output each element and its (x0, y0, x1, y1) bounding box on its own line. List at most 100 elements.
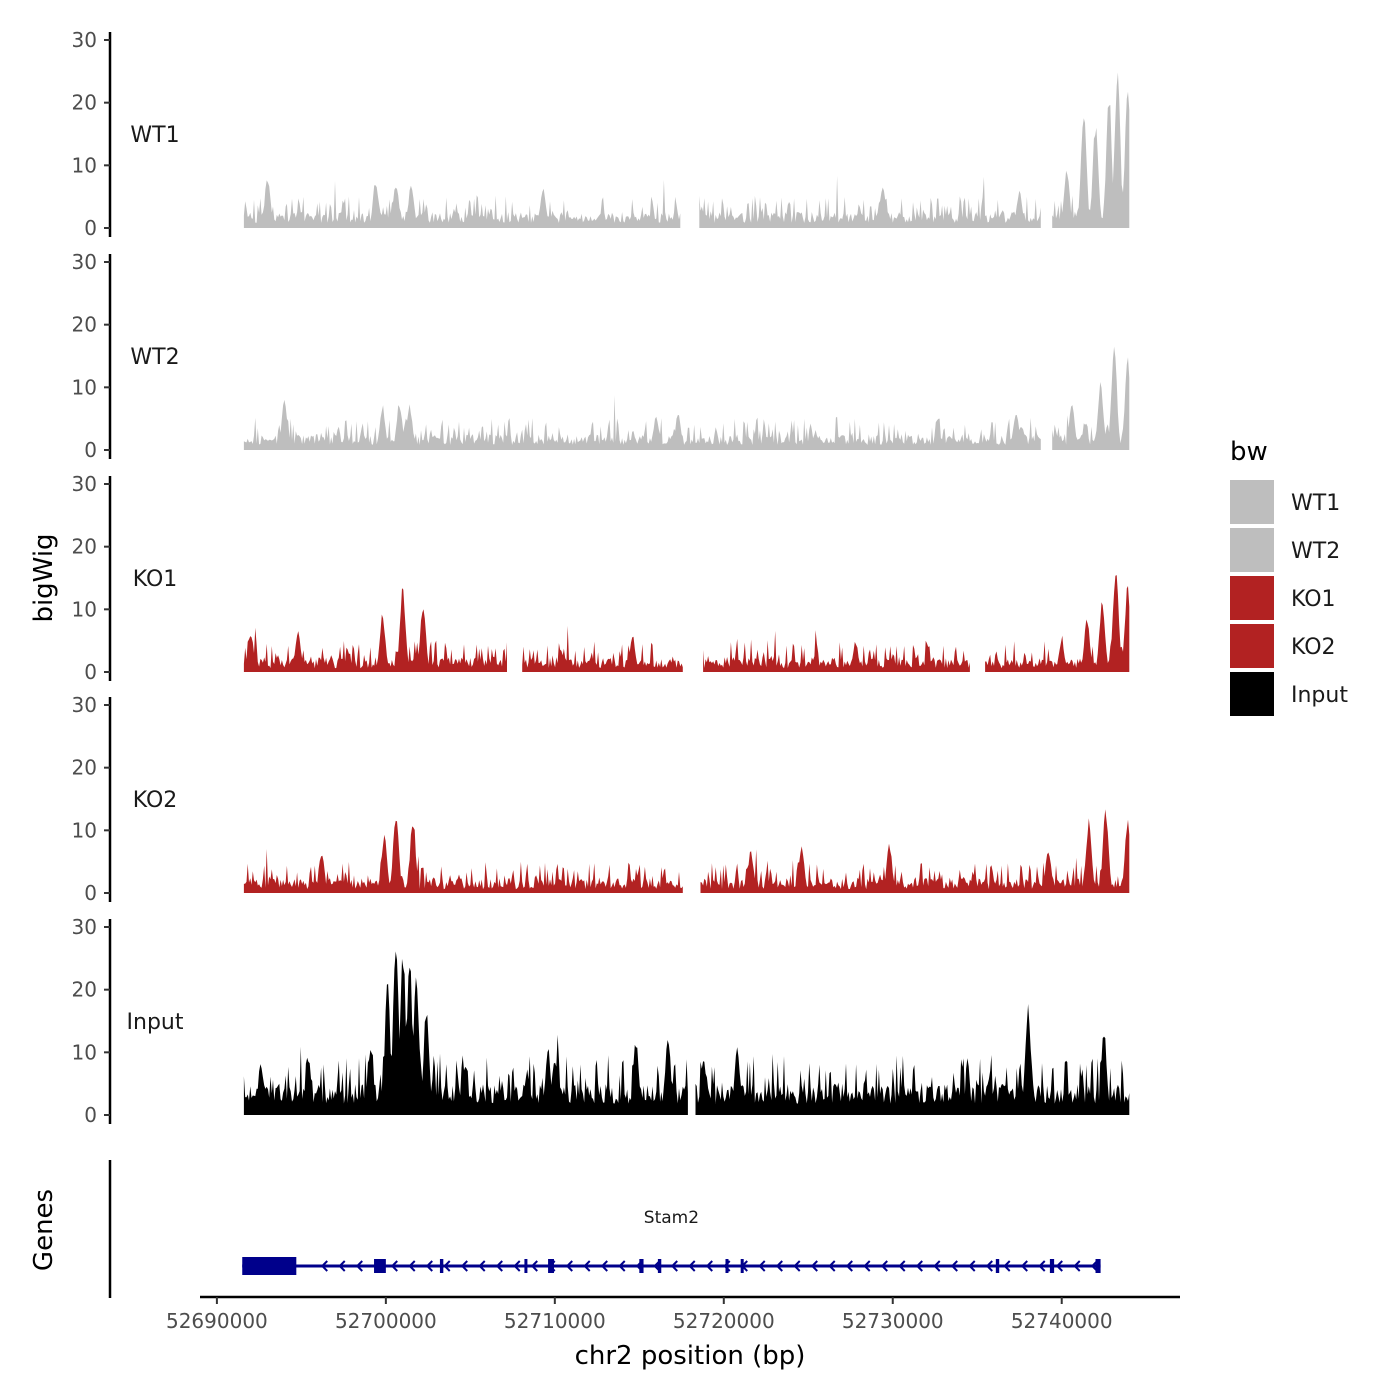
y-axis-title: bigWig (29, 533, 59, 622)
strand-chevron (670, 1260, 678, 1272)
y-tick-label: 10 (72, 818, 97, 842)
gene-exon (639, 1259, 644, 1273)
track-ko1: 0 10 20 30 KO1 (72, 472, 1130, 684)
strand-chevron (828, 1260, 836, 1272)
y-tick-label: 0 (84, 438, 97, 462)
y-tick-label: 20 (72, 91, 97, 115)
strand-chevron (880, 1260, 888, 1272)
strand-chevron (758, 1260, 766, 1272)
legend-label: KO2 (1291, 635, 1336, 660)
y-tick-label: 10 (72, 597, 97, 621)
legend-swatch (1230, 528, 1274, 572)
track-label: Input (127, 1010, 184, 1035)
legend-label: Input (1291, 683, 1348, 708)
track-label: WT2 (130, 345, 179, 370)
strand-chevron (390, 1260, 398, 1272)
signal-area (243, 820, 683, 893)
signal-area (703, 630, 970, 672)
signal-area (699, 175, 1041, 228)
y-tick-label: 20 (72, 756, 97, 780)
strand-chevron (705, 1260, 713, 1272)
gene-exon (740, 1259, 744, 1273)
gene-exon (242, 1257, 297, 1275)
gene-exon (1095, 1259, 1101, 1273)
x-tick-label: 52710000 (504, 1309, 606, 1333)
y-tick-label: 30 (72, 915, 97, 939)
strand-chevron (898, 1260, 906, 1272)
y-tick-label: 10 (72, 1040, 97, 1064)
x-tick-label: 52690000 (166, 1309, 268, 1333)
strand-chevron (443, 1260, 451, 1272)
gene-exon (1049, 1259, 1055, 1273)
track-input: 0 10 20 30 Input (72, 915, 1130, 1127)
y-tick-label: 0 (84, 1103, 97, 1127)
gene-exon (725, 1259, 729, 1273)
y-tick-label: 0 (84, 216, 97, 240)
x-axis: 52690000 52700000 52710000 52720000 52730000… (166, 1295, 1180, 1333)
strand-chevron (600, 1260, 608, 1272)
strand-chevron (530, 1260, 538, 1272)
gene-exon (524, 1259, 528, 1273)
y-tick-label: 20 (72, 978, 97, 1002)
legend-swatch (1230, 576, 1274, 620)
y-tick-label: 30 (72, 472, 97, 496)
strand-chevron (810, 1260, 818, 1272)
y-tick-label: 20 (72, 313, 97, 337)
y-tick-label: 30 (72, 28, 97, 52)
strand-chevron (775, 1260, 783, 1272)
track-label: KO1 (133, 567, 178, 592)
track-label: WT1 (130, 123, 179, 148)
x-axis-title: chr2 position (bp) (575, 1341, 806, 1371)
signal-area (522, 625, 683, 672)
track-wt1: 0 10 20 30 WT1 (72, 28, 1130, 240)
y-tick-label: 0 (84, 881, 97, 905)
track-label: KO2 (133, 788, 178, 813)
gene-exon (995, 1259, 1000, 1273)
track-ko2: 0 10 20 30 KO2 (72, 693, 1130, 905)
legend-label: WT2 (1291, 539, 1340, 564)
gene-exon (548, 1259, 554, 1273)
signal-tracks: 0 10 20 30 WT1 0 10 20 30 WT2 0 10 20 30 KO1 0 10 20 30 KO2… (72, 28, 1130, 1127)
x-tick-label: 52730000 (842, 1309, 944, 1333)
signal-area (243, 951, 688, 1115)
strand-chevron (618, 1260, 626, 1272)
legend-swatch (1230, 624, 1274, 668)
y-tick-label: 30 (72, 693, 97, 717)
legend: bw WT1 WT2 KO1 KO2 Input (1230, 437, 1348, 716)
gene-exon (439, 1259, 444, 1273)
gene-exon (374, 1259, 386, 1273)
strand-chevron (863, 1260, 871, 1272)
strand-chevron (1020, 1260, 1028, 1272)
x-tick-label: 52740000 (1011, 1309, 1113, 1333)
strand-chevron (933, 1260, 941, 1272)
strand-chevron (968, 1260, 976, 1272)
signal-area (700, 809, 1130, 893)
legend-swatch (1230, 672, 1274, 716)
signal-area (243, 179, 681, 228)
strand-chevron (845, 1260, 853, 1272)
strand-chevron (950, 1260, 958, 1272)
legend-title: bw (1230, 437, 1268, 467)
track-wt2: 0 10 20 30 WT2 (72, 250, 1130, 462)
signal-area (985, 575, 1130, 672)
y-tick-label: 30 (72, 250, 97, 274)
strand-chevron (688, 1260, 696, 1272)
strand-chevron (583, 1260, 591, 1272)
legend-swatch (1230, 480, 1274, 524)
strand-chevron (1003, 1260, 1011, 1272)
strand-chevron (408, 1260, 416, 1272)
x-tick-label: 52700000 (335, 1309, 437, 1333)
y-tick-label: 10 (72, 153, 97, 177)
gene-name-label: Stam2 (644, 1208, 699, 1228)
gene-track: Stam2 (108, 1160, 1101, 1298)
gene-panel-title: Genes (29, 1189, 59, 1271)
signal-area (243, 395, 1041, 450)
strand-chevron (1038, 1260, 1046, 1272)
strand-chevron (793, 1260, 801, 1272)
signal-area (695, 1004, 1130, 1115)
strand-chevron (915, 1260, 923, 1272)
gene-exon (657, 1259, 662, 1273)
strand-chevron (565, 1260, 573, 1272)
